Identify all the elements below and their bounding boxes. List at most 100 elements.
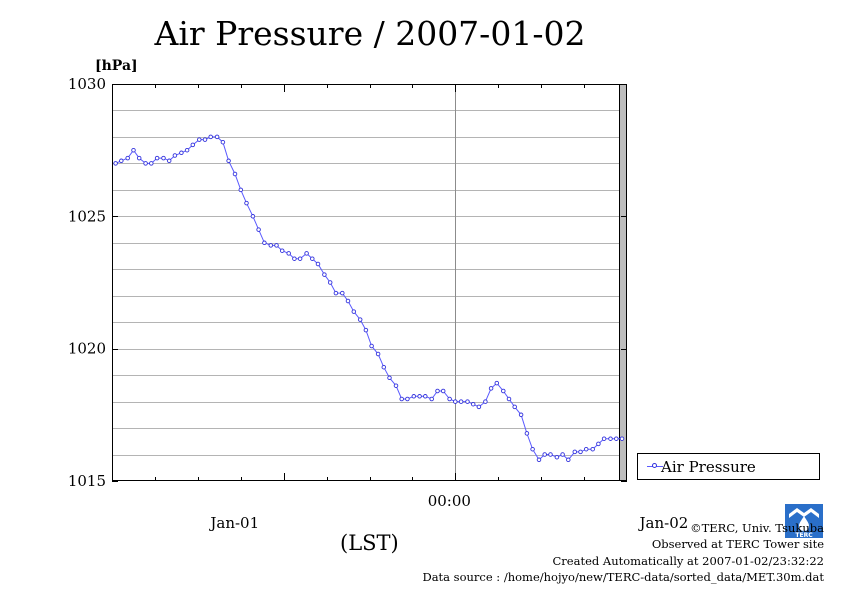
- data-point: [530, 446, 535, 452]
- data-point: [542, 452, 547, 457]
- credit-line: ©TERC, Univ. Tsukuba: [690, 521, 824, 535]
- data-point: [333, 290, 339, 296]
- data-point: [470, 401, 476, 407]
- x-tick-label: Jan-02: [638, 514, 689, 532]
- data-point: [536, 457, 542, 463]
- legend: Air Pressure: [637, 453, 820, 480]
- data-point: [136, 155, 142, 161]
- data-point: [423, 394, 428, 399]
- data-point: [405, 396, 410, 402]
- data-point: [166, 158, 172, 164]
- horizontal-gridlines: [112, 110, 620, 456]
- data-point: [381, 364, 387, 370]
- data-point: [548, 452, 553, 457]
- data-point: [399, 396, 404, 402]
- y-tick-label: 1015: [68, 472, 106, 490]
- data-point: [596, 441, 601, 447]
- data-point: [238, 187, 244, 193]
- data-point: [286, 251, 291, 256]
- data-point: [566, 457, 571, 463]
- data-point: [149, 161, 154, 166]
- data-point: [214, 134, 220, 140]
- data-point: [572, 449, 578, 455]
- data-point: [345, 298, 351, 304]
- data-point: [453, 399, 458, 404]
- logo-text: TERC: [795, 532, 813, 538]
- data-point: [458, 399, 464, 404]
- data-point: [524, 431, 530, 436]
- data-point: [554, 454, 560, 460]
- data-point: [143, 161, 148, 166]
- terc-logo-icon: TERC: [785, 504, 823, 538]
- data-point: [131, 147, 136, 153]
- data-point: [304, 251, 309, 256]
- data-point: [363, 327, 369, 333]
- data-point: [501, 388, 506, 394]
- series-air-pressure: [113, 134, 625, 463]
- data-point: [274, 243, 279, 248]
- data-point: [256, 227, 261, 232]
- data-point: [435, 388, 440, 394]
- data-point: [220, 139, 226, 145]
- chart-title: Air Pressure / 2007-01-02: [154, 14, 586, 53]
- y-tick-labels: 1030 1025 1020 1015: [68, 75, 106, 490]
- data-point: [494, 380, 500, 386]
- data-point: [488, 386, 494, 391]
- plot-border: [112, 84, 627, 481]
- data-point: [119, 158, 124, 164]
- x-tick-label: 00:00: [428, 492, 471, 510]
- data-point: [447, 396, 452, 402]
- data-point: [387, 375, 392, 381]
- data-point: [518, 412, 524, 418]
- data-point: [619, 436, 625, 441]
- data-point: [440, 388, 446, 394]
- data-point: [583, 446, 589, 452]
- data-point: [315, 261, 321, 267]
- y-tick-label: 1025: [68, 207, 106, 225]
- data-point: [483, 399, 488, 404]
- data-point: [292, 256, 297, 261]
- data-point: [113, 161, 118, 166]
- x-tick-labels: Jan-01 00:00 Jan-02: [208, 492, 688, 532]
- data-point: [375, 351, 381, 357]
- credit-line: Observed at TERC Tower site: [651, 537, 824, 552]
- future-shade-bar: [620, 84, 627, 481]
- data-point: [202, 137, 208, 142]
- credit-line: Created Automatically at 2007-01-02/23:3…: [552, 553, 825, 568]
- data-point: [179, 150, 184, 156]
- data-point: [268, 243, 274, 248]
- data-point: [190, 142, 196, 148]
- data-point: [197, 137, 202, 142]
- data-point: [297, 256, 303, 261]
- data-point: [608, 436, 613, 441]
- data-point: [590, 446, 595, 452]
- data-point: [184, 147, 190, 153]
- legend-label: Air Pressure: [661, 458, 756, 476]
- data-point: [208, 134, 213, 140]
- y-tick-label: 1020: [68, 340, 106, 358]
- data-point: [601, 436, 607, 441]
- data-point: [506, 396, 512, 402]
- data-point: [279, 248, 285, 253]
- data-point: [161, 155, 166, 161]
- data-point: [512, 404, 517, 410]
- data-point: [417, 394, 422, 399]
- data-point: [322, 272, 327, 277]
- data-point: [327, 280, 333, 285]
- data-point: [250, 214, 256, 219]
- x-axis-label: (LST): [340, 531, 399, 555]
- x-tick-label: Jan-01: [208, 514, 259, 532]
- credit-line: Data source : /home/hojyo/new/TERC-data/…: [422, 570, 824, 585]
- data-point: [393, 383, 399, 388]
- data-point: [578, 449, 583, 455]
- data-point: [340, 290, 345, 296]
- data-point: [476, 404, 482, 410]
- credits-block: ©TERC, Univ. Tsukuba Observed at TERC To…: [422, 520, 824, 586]
- legend-marker-swatch: [652, 463, 657, 468]
- data-point: [226, 158, 231, 164]
- data-point: [172, 153, 178, 158]
- data-point: [411, 394, 417, 399]
- plot-area: [112, 84, 627, 481]
- data-point: [560, 452, 565, 457]
